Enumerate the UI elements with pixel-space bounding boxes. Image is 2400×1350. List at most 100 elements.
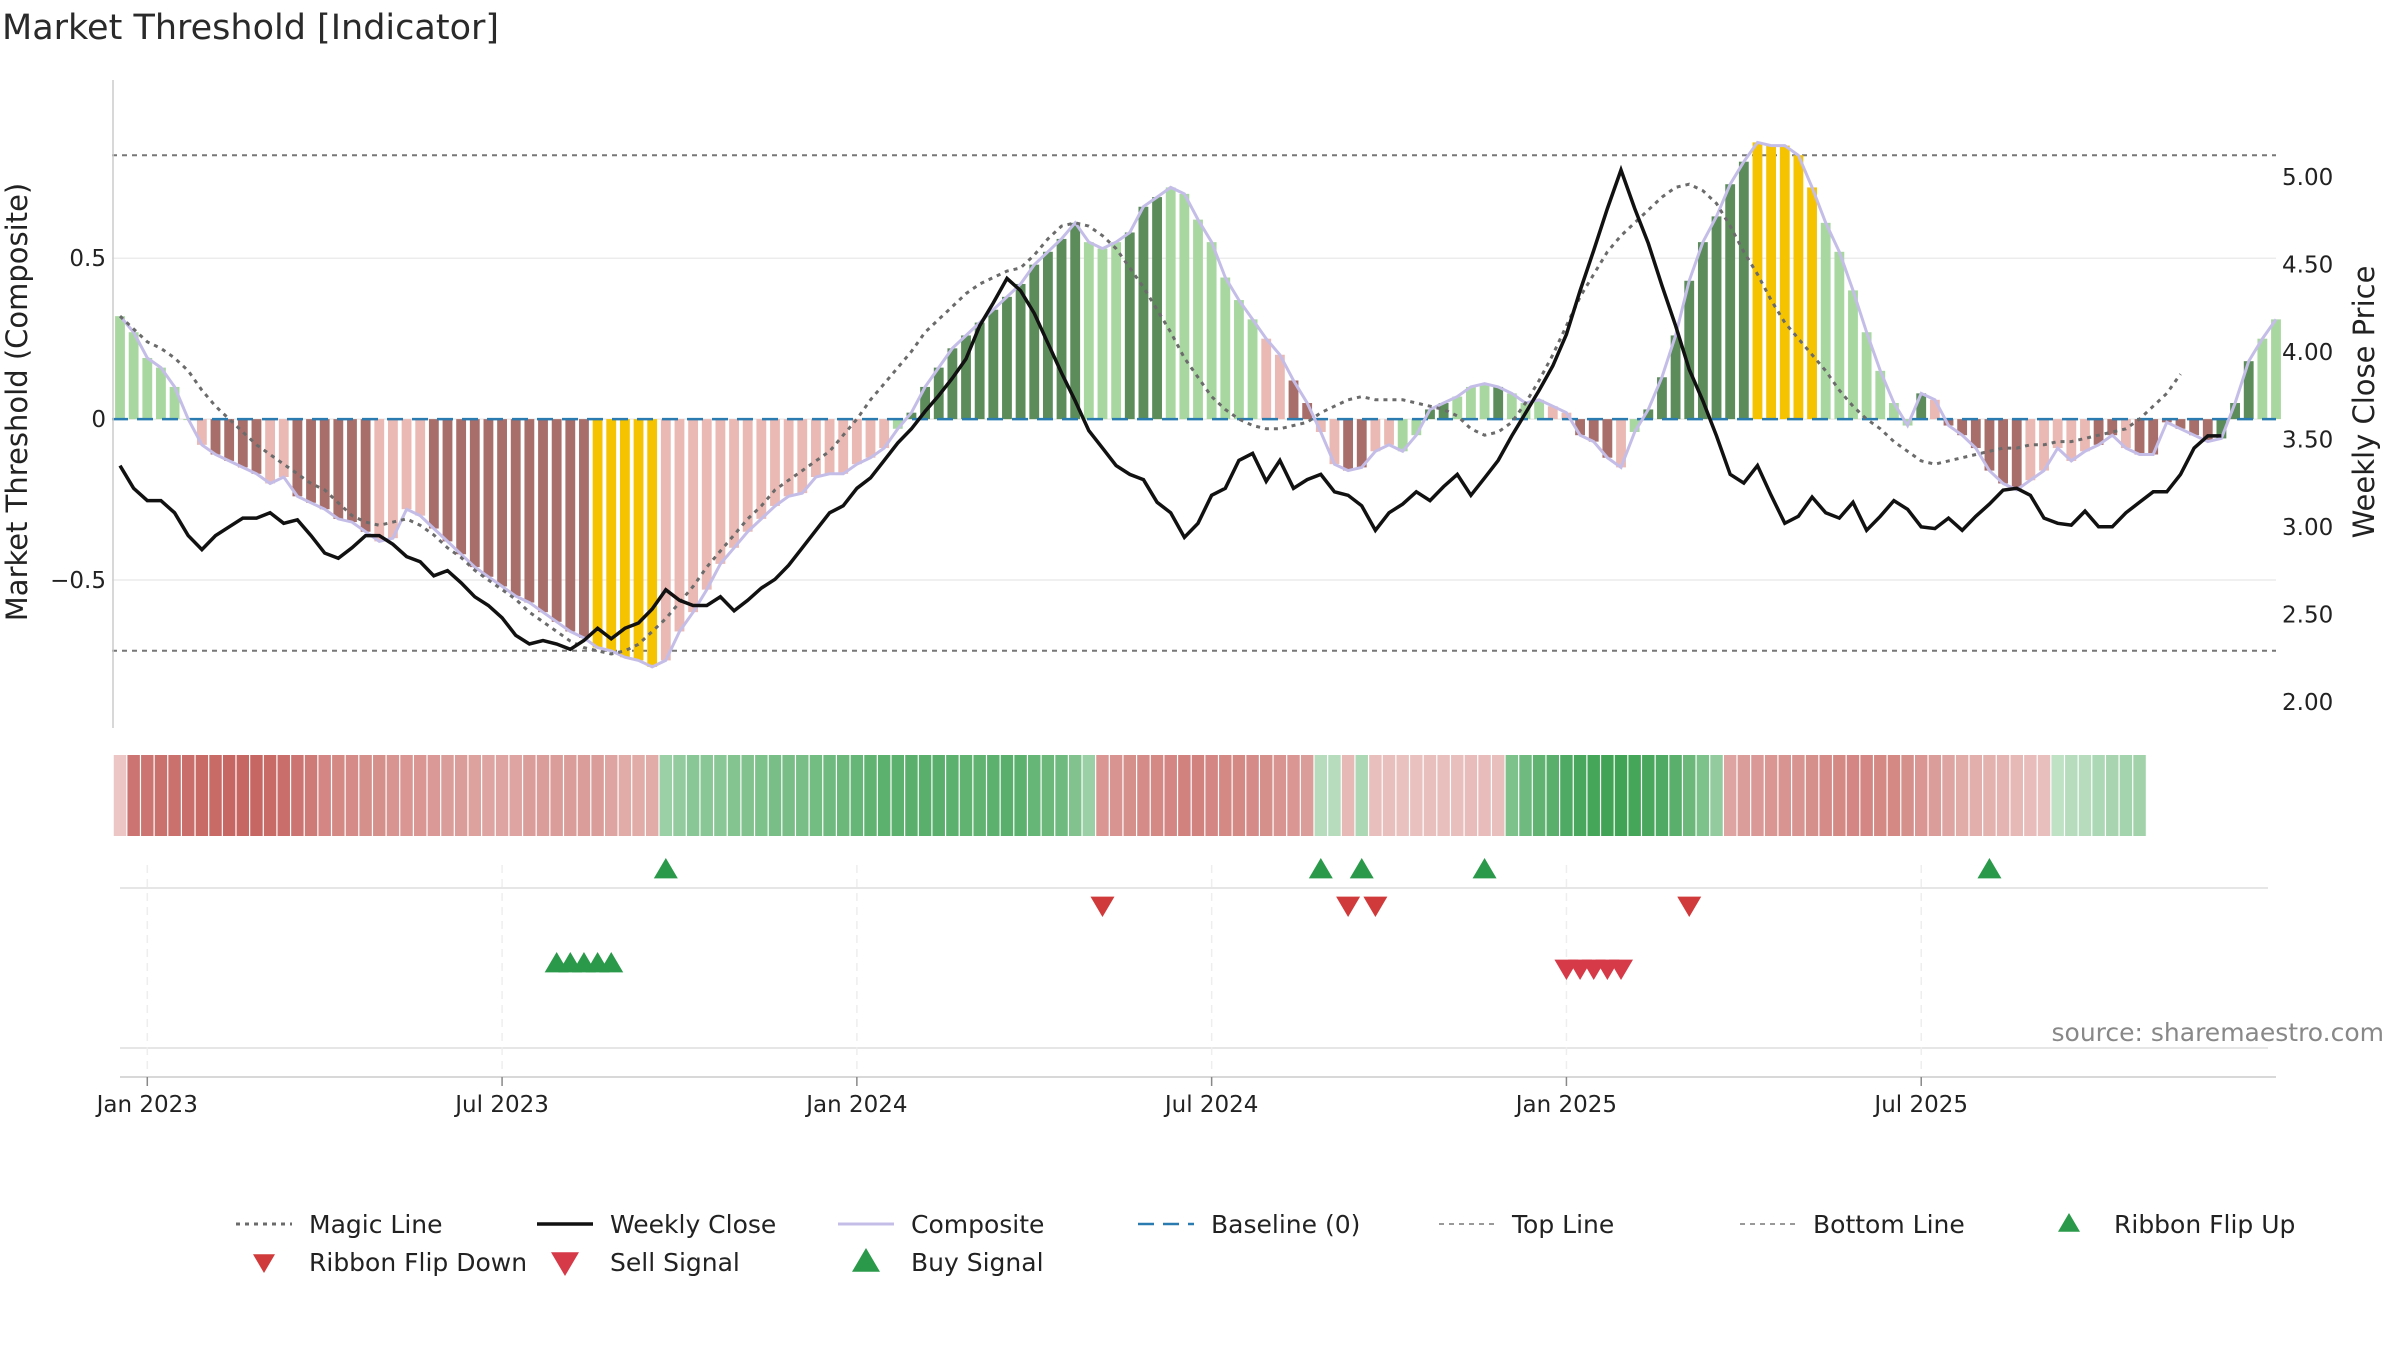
- ribbon-cell: [167, 755, 183, 836]
- composite-bar: [401, 419, 412, 510]
- composite-bar: [1929, 399, 1940, 420]
- composite-bar: [988, 309, 999, 420]
- composite-bar: [2093, 419, 2104, 445]
- composite-bar: [2080, 419, 2090, 452]
- composite-bar: [1288, 380, 1299, 420]
- composite-bar: [1875, 370, 1886, 420]
- ribbon-cell: [890, 755, 906, 836]
- ribbon-cell: [140, 755, 155, 836]
- ribbon-cell: [1354, 755, 1370, 836]
- composite-bar: [1807, 187, 1817, 420]
- composite-bar: [2175, 419, 2186, 429]
- composite-bar: [292, 419, 303, 497]
- ribbon-cell: [604, 755, 619, 836]
- composite-bar: [1575, 419, 1585, 436]
- legend-label: Baseline (0): [1211, 1210, 1360, 1239]
- signal-rows: [120, 858, 2276, 1078]
- ribbon-cell: [345, 755, 360, 836]
- composite-bar: [1370, 419, 1381, 452]
- y-tick-left: −0.5: [50, 568, 106, 594]
- composite-bar: [2052, 419, 2063, 449]
- composite-bar: [1711, 216, 1722, 420]
- x-tick-label: Jan 2025: [1514, 1092, 1617, 1118]
- composite-bar: [701, 419, 712, 590]
- composite-bar: [1070, 222, 1081, 420]
- ribbon-cell: [1532, 755, 1547, 836]
- ribbon-cell: [945, 755, 960, 836]
- composite-bar: [128, 332, 139, 420]
- ribbon-cell: [2064, 755, 2079, 836]
- ribbon-cell: [618, 755, 633, 836]
- sell-signal-marker: [1609, 959, 1634, 980]
- ribbon-cell: [2105, 755, 2120, 836]
- buy-signal-marker: [599, 952, 624, 973]
- composite-bar: [647, 419, 658, 667]
- composite-bar: [1015, 283, 1026, 420]
- composite-bar: [1779, 145, 1790, 420]
- x-tick-label: Jul 2024: [1163, 1092, 1259, 1118]
- ribbon-cell: [645, 755, 660, 836]
- composite-bar: [1411, 419, 1422, 436]
- ribbon-cell: [1586, 755, 1602, 836]
- composite-bar: [729, 419, 739, 548]
- ribbon-cell: [1614, 755, 1629, 836]
- composite-bar: [224, 419, 235, 461]
- ribbon-cell: [1914, 755, 1929, 836]
- ribbon-cell: [358, 755, 374, 836]
- y-tick-right: 5.00: [2282, 165, 2333, 191]
- composite-bar: [1766, 145, 1777, 420]
- ribbon-cell: [2009, 755, 2025, 836]
- composite-bar: [374, 419, 385, 542]
- ribbon-flip-up-marker: [653, 858, 678, 879]
- composite-bar: [606, 419, 617, 651]
- ribbon-flip-down-marker: [1090, 896, 1115, 917]
- composite-bar: [1616, 419, 1626, 468]
- ribbon-cell: [1082, 755, 1097, 836]
- ribbon-cell: [1341, 755, 1356, 836]
- ribbon-cell: [1900, 755, 1915, 836]
- composite-bar: [196, 419, 207, 445]
- composite-bar: [2202, 419, 2213, 442]
- ribbon-cell: [563, 755, 578, 836]
- ribbon-cell: [195, 755, 210, 836]
- legend: Magic Line Weekly Close Composite Baseline …: [236, 1210, 2295, 1277]
- composite-bar: [2120, 419, 2131, 449]
- composite-bar: [811, 419, 821, 478]
- composite-bar: [715, 419, 726, 564]
- composite-bar: [1356, 419, 1367, 468]
- composite-bar: [1384, 419, 1394, 445]
- ribbon-flip-down-marker: [1677, 896, 1702, 917]
- composite-bar: [1534, 399, 1545, 420]
- legend-item: Baseline (0): [1138, 1210, 1360, 1239]
- ribbon-cell: [454, 755, 469, 836]
- composite-bar: [2134, 419, 2145, 455]
- ribbon-cell: [2119, 755, 2134, 836]
- composite-bar: [497, 419, 507, 587]
- legend-item: Ribbon Flip Up: [2058, 1210, 2295, 1239]
- composite-bar: [2216, 419, 2227, 439]
- ribbon-cell: [1423, 755, 1438, 836]
- ribbon-cell: [1259, 755, 1274, 836]
- ribbon-flip-up-marker: [1308, 858, 1333, 879]
- y-axis-left-label: Market Threshold (Composite): [0, 183, 34, 621]
- composite-bar: [770, 419, 780, 506]
- composite-bar: [1083, 242, 1094, 420]
- composite-bar: [756, 419, 767, 519]
- composite-bar: [1111, 242, 1122, 420]
- ribbon-cell: [1777, 755, 1793, 836]
- legend-item: Composite: [838, 1210, 1044, 1239]
- composite-bar: [1957, 419, 1968, 436]
- ribbon-cell: [1450, 755, 1465, 836]
- y-tick-right: 3.00: [2282, 515, 2333, 541]
- ribbon-cell: [1013, 755, 1029, 836]
- ribbon-cell: [1818, 755, 1834, 836]
- ribbon-cell: [2132, 755, 2147, 836]
- composite-bar: [1588, 419, 1599, 442]
- chart-title: Market Threshold [Indicator]: [2, 8, 500, 48]
- composite-bar: [1970, 419, 1981, 449]
- ribbon-cell: [863, 755, 878, 836]
- composite-bar: [347, 419, 357, 523]
- composite-bar: [1547, 406, 1558, 420]
- y-tick-right: 4.50: [2282, 252, 2333, 278]
- composite-bar: [1438, 403, 1449, 420]
